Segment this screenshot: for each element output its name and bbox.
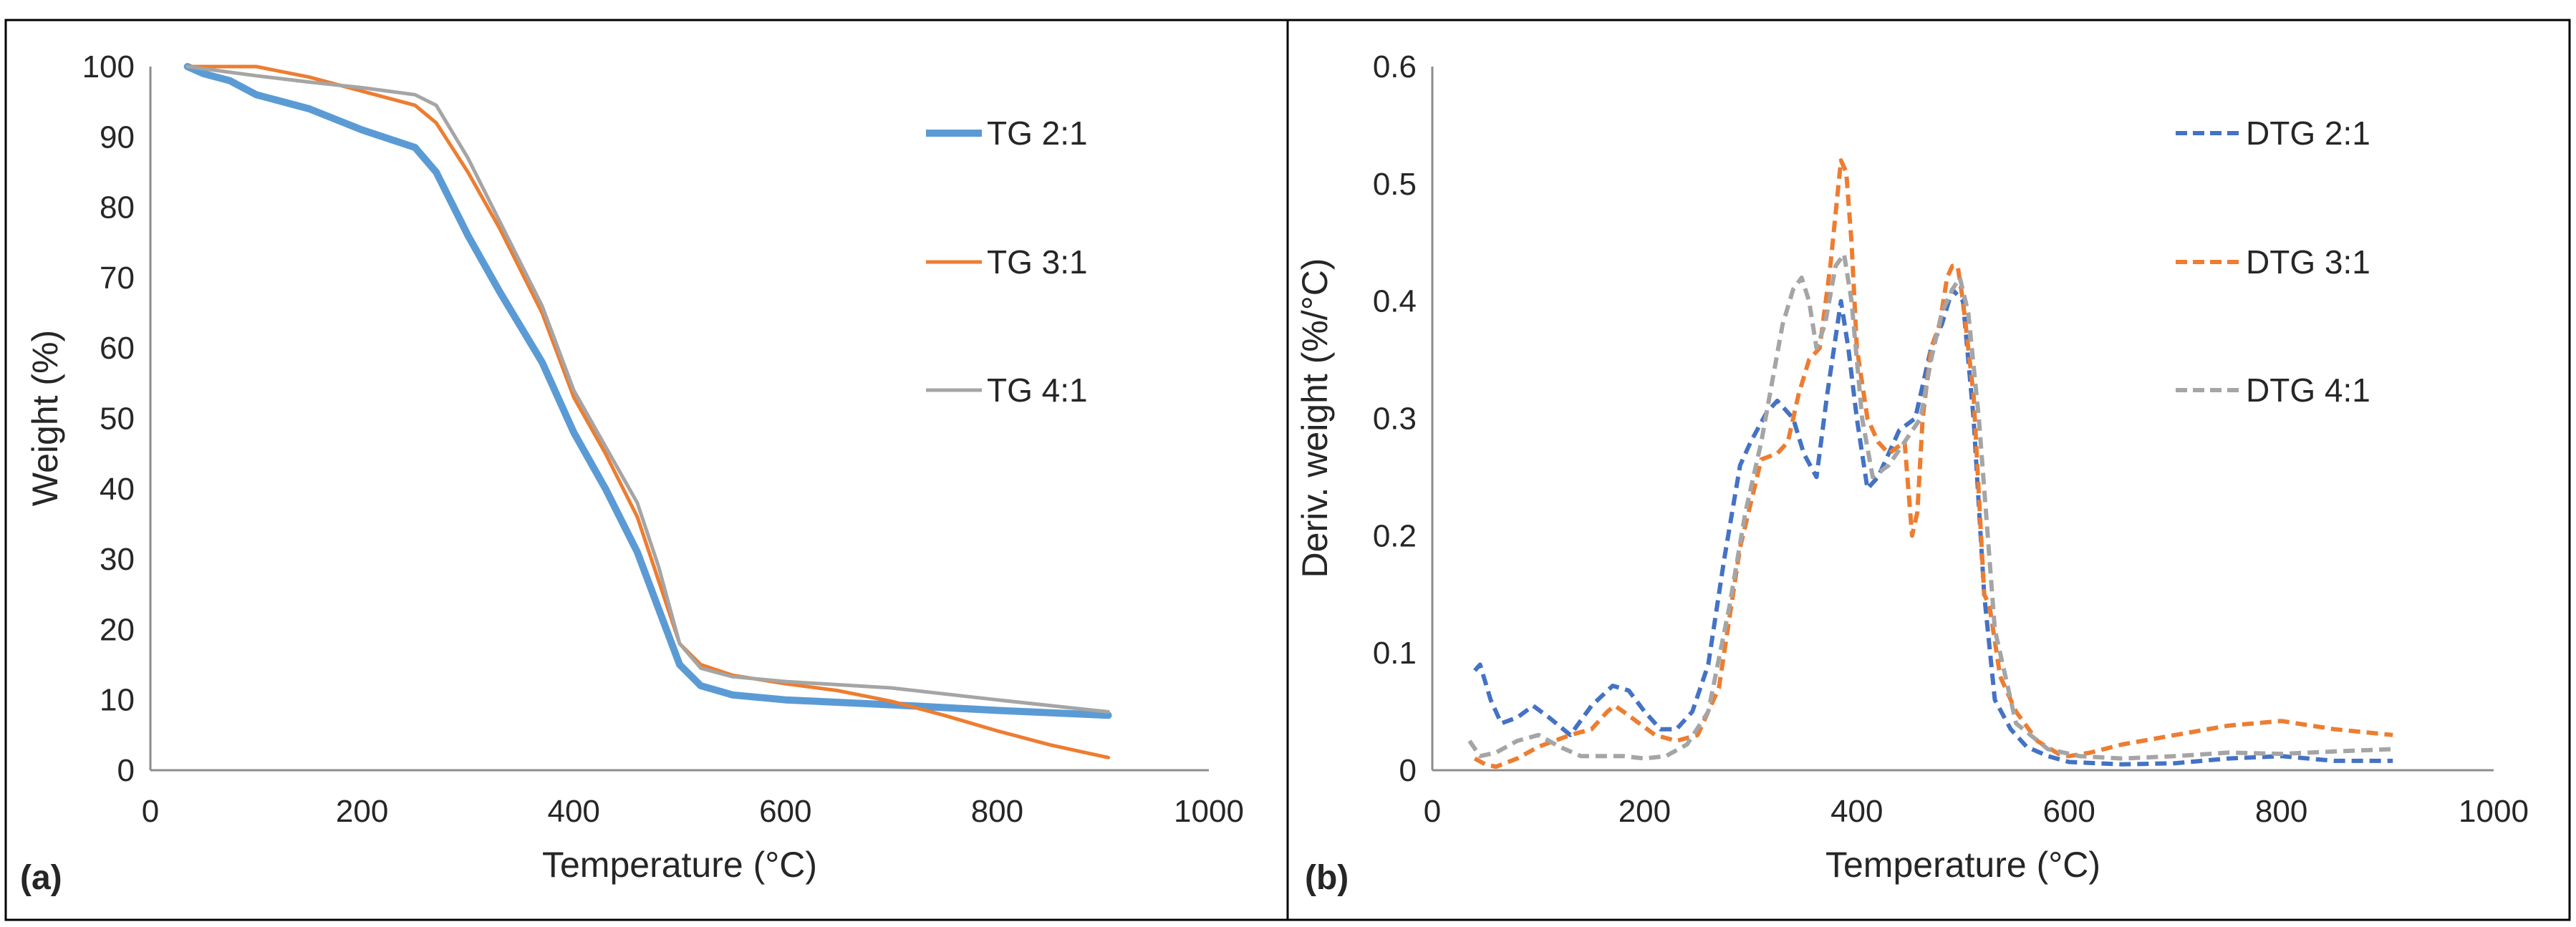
series-line-tg-4-1 — [185, 64, 1111, 714]
legend-label-dtg-4-1: DTG 4:1 — [2246, 372, 2370, 409]
y-tick-label: 30 — [100, 542, 135, 577]
x-tick-label: 1000 — [1174, 794, 1244, 829]
y-tick-labels: 0 10 20 30 40 50 60 70 80 90 100 — [82, 49, 135, 788]
y-tick-label: 0 — [117, 753, 135, 788]
series-lines — [1467, 158, 2393, 770]
x-axis-label: Temperature (°C) — [542, 845, 817, 885]
legend-label-dtg-3-1: DTG 3:1 — [2246, 243, 2370, 281]
series-line-dtg-4-1 — [1467, 252, 2393, 761]
series-line-tg-2-1 — [183, 63, 1112, 719]
legend-label-dtg-2-1: DTG 2:1 — [2246, 115, 2370, 152]
legend-label-tg-4-1: TG 4:1 — [987, 372, 1088, 409]
panel-a-border — [4, 19, 1289, 921]
legend-label-tg-2-1: TG 2:1 — [987, 115, 1088, 152]
legend-label-tg-3-1: TG 3:1 — [987, 243, 1088, 281]
y-tick-label: 10 — [100, 683, 135, 718]
y-tick-label: 20 — [100, 612, 135, 647]
y-tick-label: 100 — [82, 49, 135, 84]
series-lines — [183, 63, 1112, 759]
x-tick-label: 600 — [759, 794, 811, 829]
y-tick-label: 70 — [100, 261, 135, 296]
x-tick-label: 0 — [142, 794, 159, 829]
x-tick-label: 400 — [547, 794, 599, 829]
chart-tg: 0 10 20 30 40 50 60 70 80 90 100 0 200 400 600 800 1000… — [20, 49, 1244, 897]
x-tick-label: 800 — [2255, 794, 2307, 829]
y-tick-label: 40 — [100, 472, 135, 507]
x-axis-label: Temperature (°C) — [1825, 845, 2100, 885]
y-tick-label: 0.5 — [1373, 167, 1417, 202]
y-tick-label: 60 — [100, 331, 135, 366]
x-tick-label: 600 — [2042, 794, 2095, 829]
y-tick-label: 0.1 — [1373, 636, 1417, 671]
y-tick-label: 90 — [100, 120, 135, 155]
legend: TG 2:1 TG 3:1 TG 4:1 — [926, 115, 1088, 409]
series-line-tg-3-1 — [185, 64, 1111, 759]
x-tick-label: 1000 — [2459, 794, 2529, 829]
x-tick-label: 400 — [1830, 794, 1883, 829]
legend: DTG 2:1 DTG 3:1 DTG 4:1 — [2176, 115, 2370, 409]
chart-dtg: 0 0.1 0.2 0.3 0.4 0.5 0.6 0 200 400 600 800 1000 Te… — [1295, 49, 2529, 897]
y-tick-label: 0.3 — [1373, 402, 1417, 437]
x-tick-labels: 0 200 400 600 800 1000 — [142, 794, 1244, 829]
panel-label-a: (a) — [20, 859, 62, 897]
y-tick-label: 80 — [100, 190, 135, 225]
y-axis-label: Weight (%) — [25, 330, 65, 506]
x-tick-label: 0 — [1424, 794, 1441, 829]
panel-b-border — [1286, 19, 2571, 921]
series-line-dtg-3-1 — [1473, 158, 2393, 770]
series-line-dtg-2-1 — [1473, 287, 2393, 767]
y-tick-label: 0 — [1399, 753, 1417, 788]
y-tick-labels: 0 0.1 0.2 0.3 0.4 0.5 0.6 — [1373, 49, 1417, 788]
x-tick-label: 200 — [336, 794, 388, 829]
y-axis-label: Deriv. weight (%/°C) — [1295, 258, 1335, 578]
x-tick-label: 800 — [971, 794, 1023, 829]
y-tick-label: 50 — [100, 402, 135, 437]
y-tick-label: 0.2 — [1373, 518, 1417, 553]
y-tick-label: 0.6 — [1373, 49, 1417, 84]
x-tick-label: 200 — [1619, 794, 1671, 829]
y-tick-label: 0.4 — [1373, 284, 1417, 319]
panel-label-b: (b) — [1305, 859, 1349, 897]
x-tick-labels: 0 200 400 600 800 1000 — [1424, 794, 2529, 829]
